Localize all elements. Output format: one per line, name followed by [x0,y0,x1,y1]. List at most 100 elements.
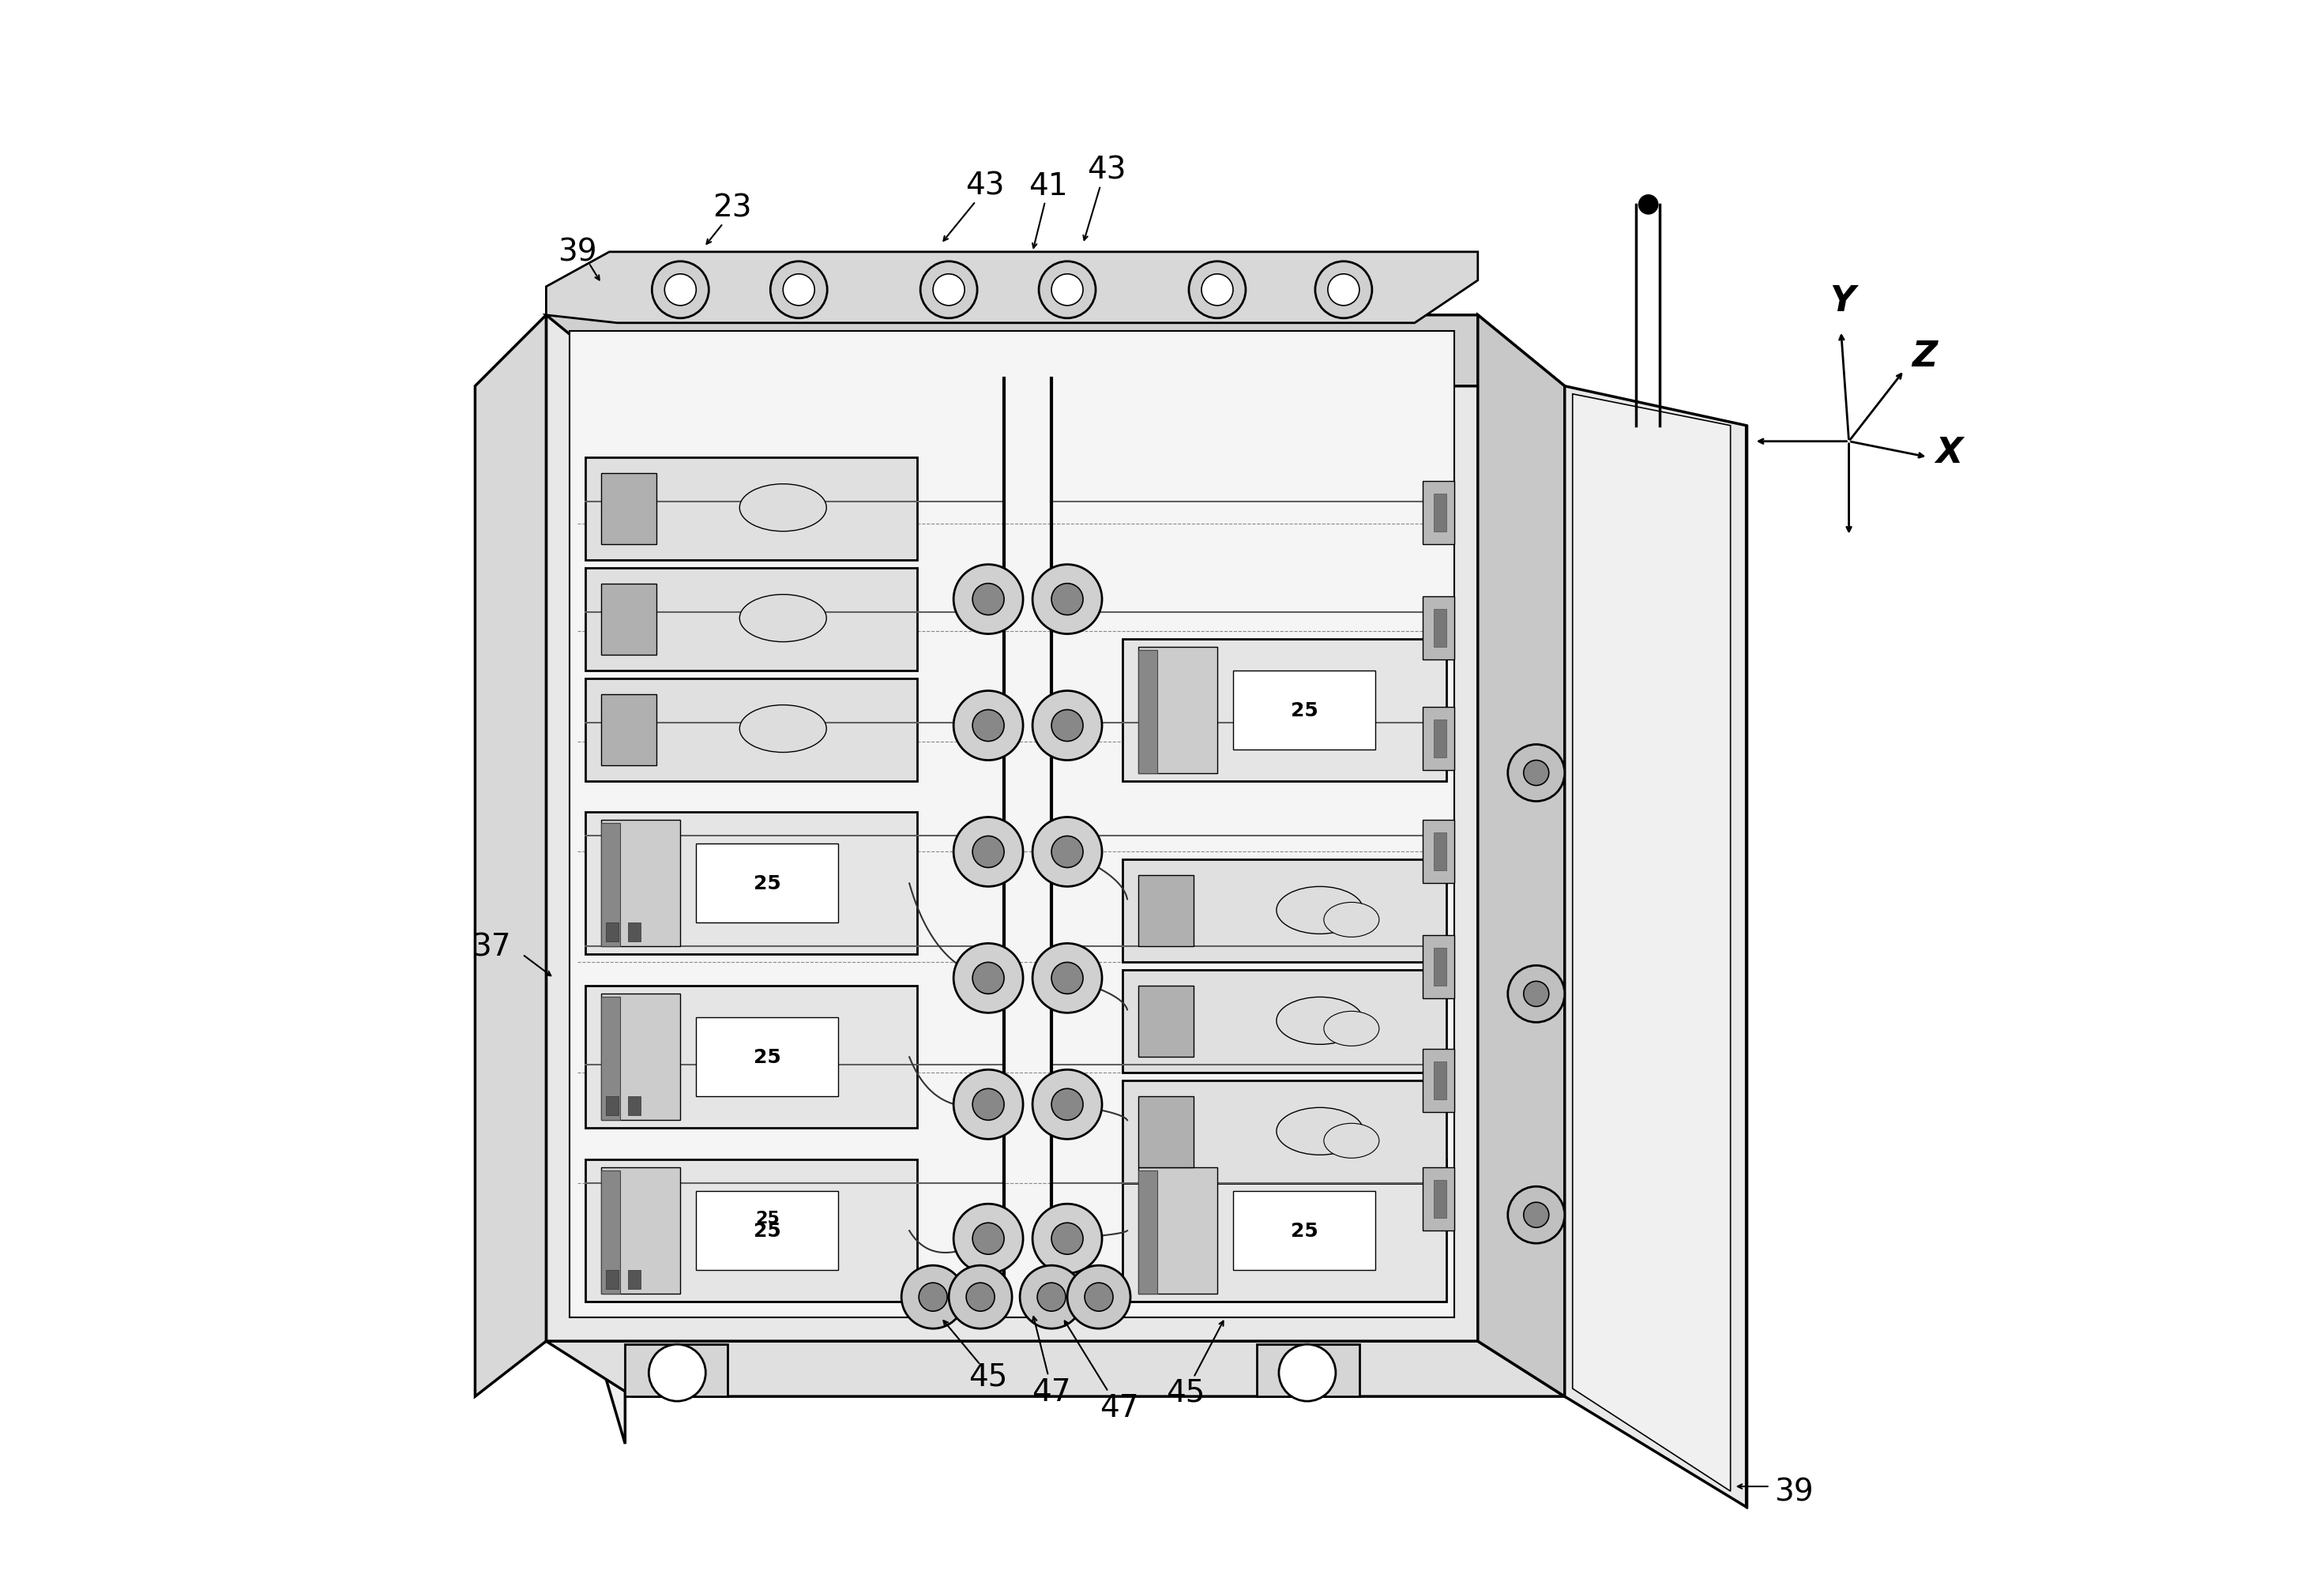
Text: 43: 43 [1088,155,1127,186]
Circle shape [1525,1202,1548,1228]
Bar [1422,1168,1455,1231]
Polygon shape [586,568,918,671]
Ellipse shape [1325,1011,1378,1046]
Circle shape [953,691,1023,761]
Polygon shape [586,986,918,1128]
Polygon shape [546,252,1478,323]
Bar [1422,821,1455,884]
Ellipse shape [1325,903,1378,937]
Circle shape [971,1223,1004,1255]
Bar [602,473,658,544]
Bar [1434,833,1446,871]
Circle shape [932,275,964,306]
Text: 41: 41 [1030,170,1069,202]
Circle shape [1278,1344,1336,1401]
Circle shape [783,275,816,306]
Circle shape [953,1070,1023,1139]
Polygon shape [1122,1081,1446,1184]
Bar [607,1270,618,1289]
Bar [1434,609,1446,647]
Circle shape [1037,1283,1067,1311]
Ellipse shape [1276,1108,1364,1155]
Circle shape [1032,691,1102,761]
Circle shape [1032,817,1102,887]
Circle shape [1050,1223,1083,1255]
Bar [1139,1097,1195,1168]
Circle shape [971,1089,1004,1120]
Text: Y: Y [1829,284,1855,319]
Circle shape [1067,1266,1129,1329]
Bar [1139,1171,1157,1294]
Ellipse shape [739,484,827,532]
Circle shape [953,565,1023,634]
Bar [602,821,681,947]
Bar [1139,650,1157,773]
Bar [1234,1191,1376,1270]
Text: 47: 47 [1099,1392,1139,1423]
Circle shape [1050,1089,1083,1120]
Circle shape [665,275,697,306]
Polygon shape [586,679,918,781]
Bar [1422,481,1455,544]
Bar [602,997,621,1120]
Circle shape [1032,944,1102,1013]
Text: 47: 47 [1032,1376,1071,1408]
Circle shape [1327,275,1360,306]
Circle shape [971,963,1004,994]
Circle shape [1050,963,1083,994]
Circle shape [1315,262,1371,319]
Polygon shape [1122,639,1446,781]
Bar [697,1018,839,1097]
Circle shape [1190,262,1246,319]
Ellipse shape [739,705,827,753]
Bar [697,1191,839,1270]
Circle shape [967,1283,995,1311]
Circle shape [1050,836,1083,868]
Text: 25: 25 [755,1210,779,1226]
Circle shape [1202,275,1234,306]
Circle shape [1032,1204,1102,1273]
Bar [1139,986,1195,1057]
Text: 39: 39 [1773,1475,1813,1507]
Bar [1434,1180,1446,1218]
Bar [1422,596,1455,660]
Bar [1139,876,1195,947]
Circle shape [971,584,1004,615]
Text: 25: 25 [753,1221,781,1240]
Bar [602,1171,621,1294]
Polygon shape [546,1341,1564,1397]
Text: 37: 37 [472,931,511,963]
Text: Z: Z [1913,339,1938,374]
Text: 45: 45 [1167,1376,1206,1408]
Ellipse shape [739,595,827,642]
Text: 25: 25 [1290,701,1318,720]
Circle shape [971,710,1004,742]
Bar [1434,720,1446,757]
Circle shape [1085,1283,1113,1311]
Circle shape [1525,761,1548,786]
Bar [1434,1062,1446,1100]
Text: 43: 43 [964,170,1004,202]
Bar [1139,647,1218,773]
Bar [1434,494,1446,532]
Bar [697,844,839,923]
Polygon shape [546,316,1564,387]
Bar [1234,671,1376,750]
Polygon shape [1573,394,1731,1491]
Polygon shape [1257,1344,1360,1397]
Bar [627,923,641,942]
Polygon shape [625,1344,727,1397]
Bar [602,694,658,765]
Circle shape [1508,745,1564,802]
Text: 25: 25 [753,1048,781,1067]
Polygon shape [586,1160,918,1302]
Ellipse shape [1276,887,1364,934]
Polygon shape [586,363,625,1444]
Circle shape [769,262,827,319]
Bar [607,923,618,942]
Ellipse shape [1276,997,1364,1045]
Text: 25: 25 [753,874,781,893]
Polygon shape [1478,316,1564,1397]
Circle shape [1050,710,1083,742]
Text: 23: 23 [713,193,753,224]
